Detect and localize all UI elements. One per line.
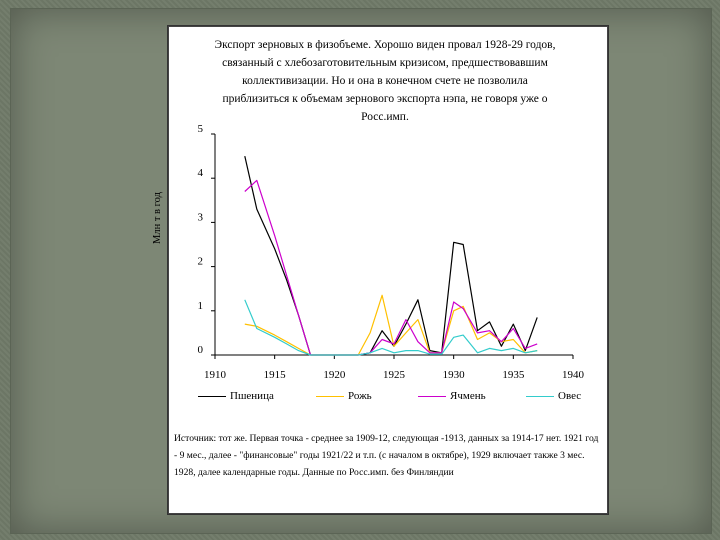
chart-title: Экспорт зерновых в физобъеме. Хорошо вид… — [214, 39, 556, 123]
chart-legend: Пшеница Рожь Ячмень Овес — [196, 390, 596, 406]
legend-swatch — [198, 395, 226, 397]
legend-item: Рожь — [316, 390, 372, 402]
y-tick-label: 5 — [198, 123, 204, 135]
chart-panel: 0 1 2 3 4 5 1910 1915 1920 1925 1930 1935 1940 Экспо… — [152, 25, 609, 515]
x-tick-label: 1925 — [383, 369, 406, 381]
y-tick-label: 1 — [198, 300, 204, 312]
legend-label: Пшеница — [230, 390, 274, 402]
chart-axes: 0 1 2 3 4 5 1910 1915 1920 1925 1930 1935 1940 — [198, 123, 585, 381]
legend-label: Овес — [558, 390, 582, 402]
legend-swatch — [316, 395, 344, 397]
source-note: Источник: тот же. Первая точка - среднее… — [174, 433, 599, 478]
legend-item: Ячмень — [418, 390, 486, 402]
y-tick-label: 0 — [198, 344, 204, 356]
series-line-Рожь — [244, 294, 538, 356]
chart-series — [244, 155, 538, 356]
x-tick-label: 1935 — [502, 369, 525, 381]
x-tick-label: 1915 — [264, 369, 287, 381]
legend-swatch — [526, 395, 554, 397]
x-tick-label: 1920 — [323, 369, 346, 381]
x-tick-label: 1940 — [562, 369, 585, 381]
line-chart: 0 1 2 3 4 5 1910 1915 1920 1925 1930 1935 1940 — [198, 123, 585, 381]
y-tick-label: 4 — [198, 167, 204, 179]
y-axis-label: Млн т в год — [152, 192, 163, 244]
series-line-Пшеница — [244, 155, 538, 356]
y-tick-label: 2 — [198, 256, 204, 268]
series-line-Овес — [244, 299, 538, 356]
y-tick-label: 3 — [198, 211, 204, 223]
legend-label: Ячмень — [450, 390, 486, 402]
legend-label: Рожь — [348, 390, 372, 402]
x-tick-label: 1910 — [204, 369, 227, 381]
legend-item: Пшеница — [198, 390, 274, 402]
x-tick-label: 1930 — [443, 369, 466, 381]
series-line-Ячмень — [244, 179, 538, 356]
legend-item: Овес — [526, 390, 581, 402]
legend-swatch — [418, 395, 446, 397]
